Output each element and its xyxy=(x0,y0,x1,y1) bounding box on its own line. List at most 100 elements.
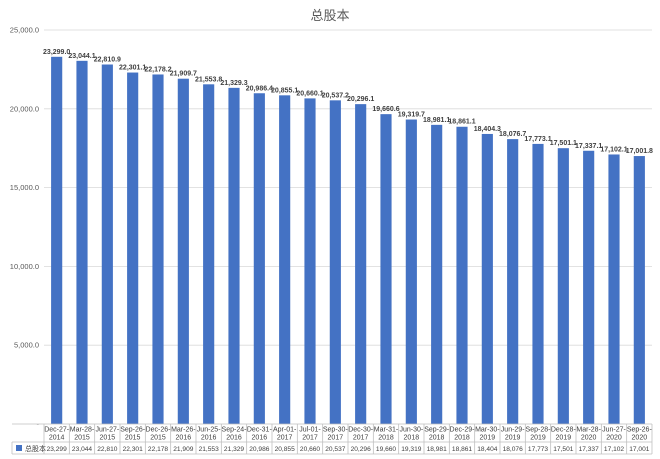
table-value: 17,102 xyxy=(604,446,625,453)
x-tick-label: 2017 xyxy=(328,435,344,442)
data-label: 17,337.1 xyxy=(575,143,602,150)
table-value: 17,001 xyxy=(629,446,650,453)
bar xyxy=(456,126,468,425)
data-label: 23,044.1 xyxy=(68,53,95,60)
table-value: 23,044 xyxy=(72,446,93,453)
bar xyxy=(329,100,341,424)
data-label: 17,773.1 xyxy=(524,136,551,143)
gridlines xyxy=(44,29,652,346)
table-value: 17,501 xyxy=(553,446,574,453)
table-value: 21,329 xyxy=(224,446,245,453)
bar xyxy=(101,64,113,424)
x-tick-label: 2017 xyxy=(277,435,293,442)
x-tick-label: 2015 xyxy=(125,435,141,442)
x-tick-label: Dec-30- xyxy=(348,427,374,434)
data-labels: 23,299.023,044.122,810.922,301.122,178.2… xyxy=(43,49,653,155)
bar xyxy=(405,119,417,424)
data-label: 23,299.0 xyxy=(43,49,70,56)
x-tick-label: Dec-27- xyxy=(44,427,70,434)
y-tick-label: 5,000.0 xyxy=(14,341,39,350)
y-tick-label: 25,000.0 xyxy=(10,26,39,35)
x-tick-label: Mar-30- xyxy=(475,427,500,434)
data-label: 19,660.6 xyxy=(372,106,399,113)
x-tick-label: 2018 xyxy=(454,435,470,442)
data-label: 20,986.4 xyxy=(246,85,273,92)
table-value: 22,178 xyxy=(148,446,169,453)
bar xyxy=(507,139,519,424)
x-tick-label: Mar-28- xyxy=(70,427,95,434)
data-table: Dec-27-201423,299Mar-28-201523,044Jun-27… xyxy=(11,423,652,455)
x-tick-label: Jun-30- xyxy=(399,427,423,434)
bar xyxy=(76,60,88,425)
data-label: 18,404.3 xyxy=(474,126,501,133)
x-tick-label: Sep-30- xyxy=(323,427,349,434)
bar xyxy=(304,98,316,425)
x-tick-label: 2020 xyxy=(632,435,648,442)
data-label: 18,076.7 xyxy=(499,131,526,138)
bar xyxy=(431,124,443,425)
table-value: 17,773 xyxy=(528,446,549,453)
x-tick-label: 2017 xyxy=(353,435,369,442)
bar xyxy=(127,72,139,424)
table-value: 22,810 xyxy=(97,446,118,453)
data-label: 19,319.7 xyxy=(398,112,425,119)
legend-key xyxy=(16,445,22,451)
x-tick-label: Mar-31- xyxy=(374,427,399,434)
bar xyxy=(583,150,595,424)
x-tick-label: Jun-27- xyxy=(95,427,119,434)
data-label: 20,660.1 xyxy=(296,90,323,97)
table-value: 20,986 xyxy=(249,446,270,453)
data-label: 21,329.3 xyxy=(220,80,247,87)
table-value: 20,660 xyxy=(300,446,321,453)
x-tick-label: Jul-01- xyxy=(299,427,321,434)
table-value: 21,553 xyxy=(199,446,220,453)
bar xyxy=(253,93,265,424)
x-tick-label: 2016 xyxy=(226,435,242,442)
x-tick-label: 2017 xyxy=(302,435,318,442)
bar xyxy=(203,84,215,425)
table-value: 20,537 xyxy=(325,446,346,453)
x-tick-label: 2020 xyxy=(606,435,622,442)
data-label: 17,501.1 xyxy=(550,140,577,147)
table-value: 18,981 xyxy=(427,446,448,453)
x-tick-label: 2016 xyxy=(176,435,192,442)
x-tick-label: 2019 xyxy=(505,435,521,442)
data-label: 20,537.2 xyxy=(322,92,349,99)
y-tick-label: 15,000.0 xyxy=(10,183,39,192)
x-tick-label: Mar-28- xyxy=(576,427,601,434)
table-value: 17,337 xyxy=(579,446,600,453)
table-value: 19,319 xyxy=(401,446,422,453)
y-tick-label: 10,000.0 xyxy=(10,262,39,271)
bar xyxy=(177,78,189,424)
x-tick-label: 2016 xyxy=(201,435,217,442)
data-label: 21,909.7 xyxy=(170,71,197,78)
data-label: 17,001.8 xyxy=(626,148,653,155)
data-label: 22,178.2 xyxy=(144,66,171,73)
table-value: 20,296 xyxy=(351,446,372,453)
x-tick-label: 2018 xyxy=(378,435,394,442)
x-tick-label: Jun-27- xyxy=(602,427,626,434)
bar xyxy=(51,56,63,424)
x-tick-label: Sep-28- xyxy=(526,427,552,434)
data-label: 20,296.1 xyxy=(347,96,374,103)
data-label: 22,810.9 xyxy=(94,57,121,64)
x-tick-label: Mar-26- xyxy=(171,427,196,434)
bar xyxy=(380,114,392,425)
table-value: 18,404 xyxy=(477,446,498,453)
bar xyxy=(152,74,164,425)
data-label: 20,855.1 xyxy=(271,87,298,94)
data-label: 18,981.1 xyxy=(423,117,450,124)
data-label: 18,861.1 xyxy=(448,119,475,126)
data-label: 21,553.8 xyxy=(195,76,222,83)
x-tick-label: 2019 xyxy=(556,435,572,442)
x-tick-label: Apr-01- xyxy=(273,427,297,434)
x-tick-label: Sep-29- xyxy=(424,427,450,434)
table-value: 20,855 xyxy=(275,446,296,453)
table-value: 18,076 xyxy=(503,446,524,453)
x-tick-label: Dec-28- xyxy=(551,427,577,434)
chart-title: 总股本 xyxy=(310,9,349,24)
x-tick-label: Dec-31- xyxy=(247,427,273,434)
x-tick-label: 2016 xyxy=(252,435,268,442)
bar xyxy=(481,133,493,424)
